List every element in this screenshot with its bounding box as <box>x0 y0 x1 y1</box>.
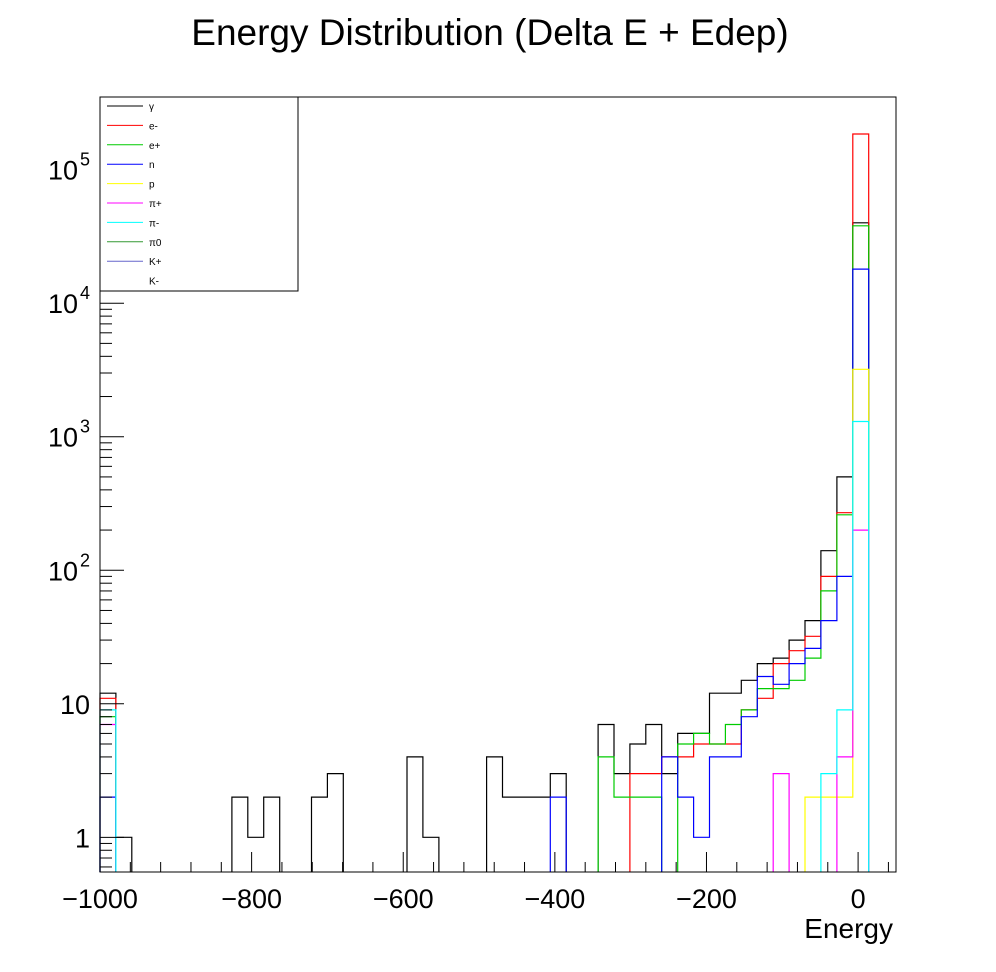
legend-label-6: π- <box>149 218 159 229</box>
legend-label-5: π+ <box>149 199 162 210</box>
legend-label-9: K- <box>149 277 159 288</box>
series-2-steps <box>677 225 870 872</box>
chart-title: Energy Distribution (Delta E + Edep) <box>191 12 788 53</box>
legend-label-2: e+ <box>149 141 161 152</box>
series-2-steps <box>597 756 663 872</box>
series-0-steps <box>597 222 870 872</box>
series-3-steps <box>549 796 567 872</box>
legend: γ e-e+ np π+ π-π0 K+ K- <box>99 96 299 292</box>
y-tick-exp-2: 2 <box>80 550 90 570</box>
legend-label-1: e- <box>149 121 158 132</box>
x-tick-label-3: −400 <box>524 884 585 914</box>
legend-box <box>99 96 299 292</box>
x-tick-label-4: −200 <box>676 884 737 914</box>
series-4-steps <box>804 368 870 872</box>
series-4 <box>804 368 870 872</box>
x-axis-label: Energy <box>804 913 893 944</box>
y-tick-label-5: 10 <box>48 156 78 186</box>
series-0-steps <box>486 756 567 872</box>
series-5-steps <box>772 773 790 872</box>
y-tick-exp-5: 5 <box>80 150 90 170</box>
legend-label-0: γ <box>149 102 154 113</box>
y-tick-exp-3: 3 <box>80 417 90 437</box>
y-tick-label-2: 10 <box>48 556 78 586</box>
legend-label-8: K+ <box>149 257 162 268</box>
series-0-steps <box>310 773 344 872</box>
series-6-steps <box>820 420 870 872</box>
x-tick-label-0: −1000 <box>62 884 138 914</box>
y-tick-label-4: 10 <box>48 289 78 319</box>
y-tick-label-3: 10 <box>48 423 78 453</box>
series-0-steps <box>406 756 440 872</box>
x-tick-label-1: −800 <box>221 884 282 914</box>
legend-label-3: n <box>149 160 155 171</box>
y-tick-exp-4: 4 <box>80 283 90 303</box>
legend-label-4: p <box>149 180 155 191</box>
legend-label-7: π0 <box>149 238 162 249</box>
series-0-steps <box>231 796 281 872</box>
plot-frame <box>99 96 897 873</box>
y-tick-label-0: 1 <box>75 823 90 853</box>
series-3-steps <box>661 268 870 872</box>
legend-items: γ e-e+ np π+ π-π0 K+ K- <box>107 102 162 288</box>
x-tick-label-5: 0 <box>851 884 866 914</box>
y-tick-label-1: 10 <box>60 690 90 720</box>
x-tick-label-2: −600 <box>373 884 434 914</box>
